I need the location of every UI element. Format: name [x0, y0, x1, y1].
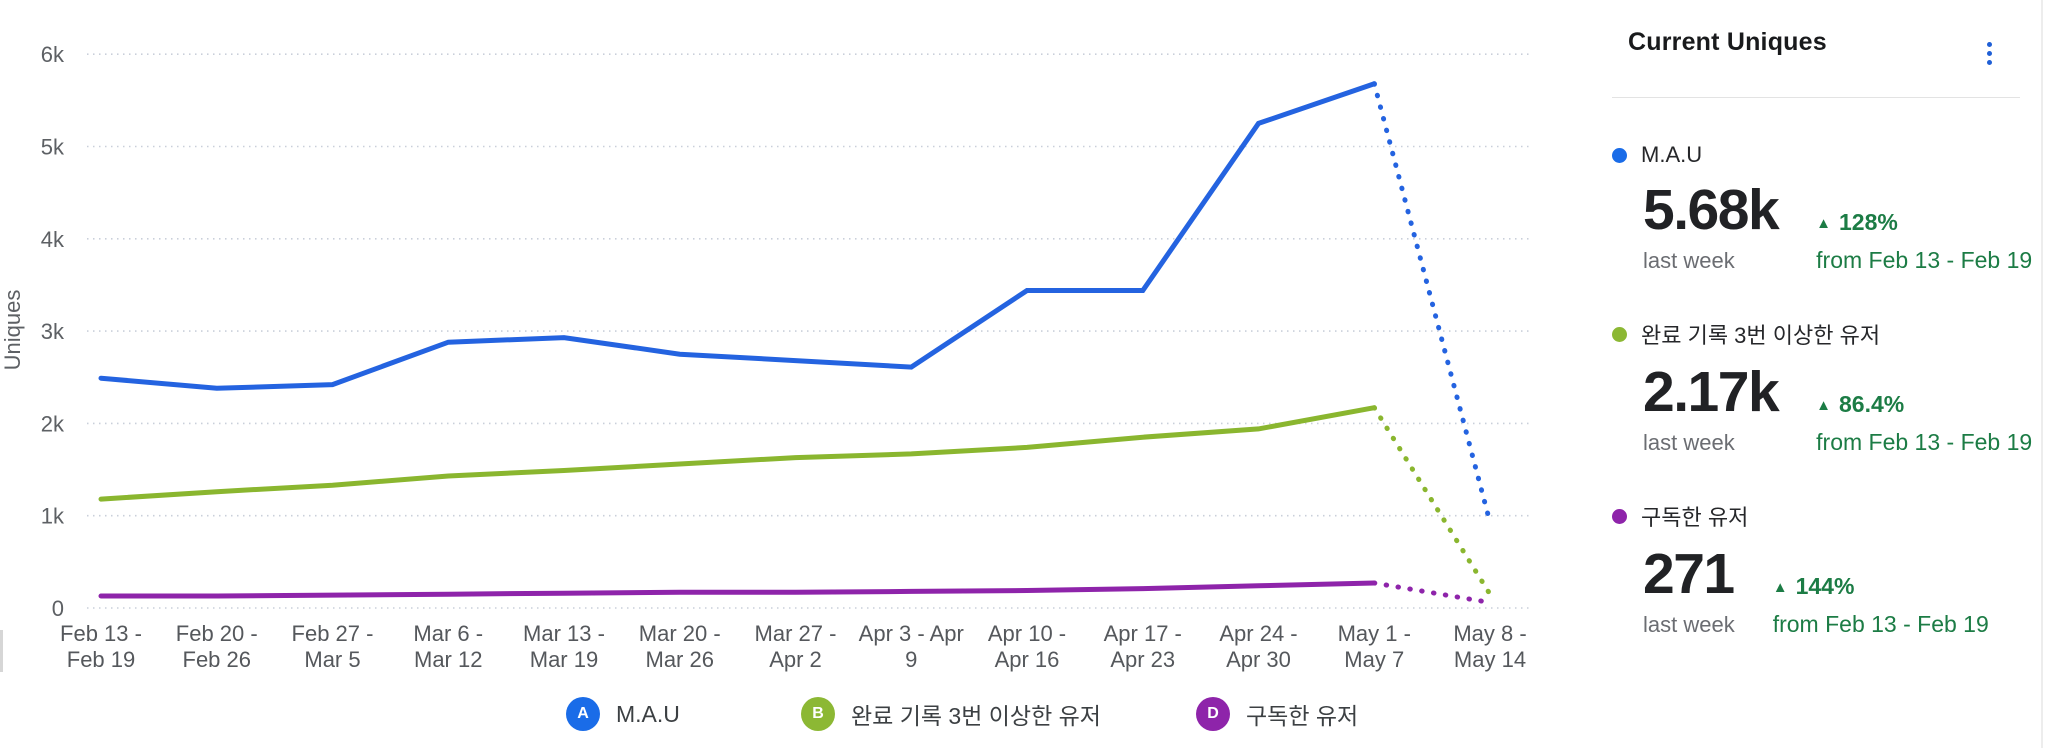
axis-edge-mark — [0, 630, 3, 672]
stat-label: M.A.U — [1641, 142, 1703, 167]
series-line-D-projected[interactable] — [1371, 580, 1493, 605]
stat-compare: from Feb 13 - Feb 19 — [1772, 611, 1989, 637]
series-line-A-projected[interactable] — [1371, 81, 1493, 525]
stat-change: ▲ 144% — [1773, 573, 1989, 600]
x-axis-tick: Apr 3 - Apr 9 — [859, 621, 964, 672]
legend-letter: A — [577, 705, 589, 722]
stat-change: ▲ 128% — [1816, 209, 2032, 236]
stat-change: ▲ 86.4% — [1816, 391, 2032, 418]
legend-marker-b-icon: B — [801, 697, 835, 731]
current-uniques-panel: Current Uniques M.A.U 5.68k last week ▲ 1… — [1612, 28, 2032, 638]
stat-block-completed-3plus: 완료 기록 3번 이상한 유저 2.17k last week ▲ 86.4% f… — [1612, 318, 2032, 456]
legend-label: M.A.U — [616, 700, 680, 727]
y-axis-tick: 4k — [41, 227, 65, 252]
x-axis-tick: Mar 6 -Mar 12 — [413, 621, 483, 672]
y-axis-tick: 1k — [41, 504, 65, 529]
stat-value: 2.17k — [1643, 360, 1780, 424]
x-axis-tick: Apr 24 -Apr 30 — [1219, 621, 1297, 672]
stat-change-value: 144% — [1795, 573, 1855, 599]
legend-label: 완료 기록 3번 이상한 유저 — [851, 703, 1101, 729]
x-axis-tick: Mar 27 -Apr 2 — [755, 621, 837, 672]
stat-value: 5.68k — [1643, 178, 1780, 242]
stat-period: last week — [1643, 248, 1735, 273]
trend-up-icon: ▲ — [1816, 215, 1831, 232]
x-axis-tick: May 8 -May 14 — [1453, 621, 1526, 672]
divider — [1612, 97, 2020, 98]
legend-label: 구독한 유저 — [1246, 703, 1359, 729]
y-axis-tick: 0 — [52, 596, 64, 621]
panel-title: Current Uniques — [1628, 28, 1827, 56]
stat-value: 271 — [1643, 542, 1735, 606]
legend-item-subscribed[interactable]: D 구독한 유저 — [1196, 697, 1358, 731]
legend-item-mau[interactable]: A M.A.U — [566, 697, 680, 731]
y-axis-label: Uniques — [0, 290, 25, 371]
stat-period: last week — [1643, 612, 1735, 637]
legend-marker-a-icon: A — [566, 697, 600, 731]
legend-item-completed-3plus[interactable]: B 완료 기록 3번 이상한 유저 — [801, 697, 1101, 731]
series-line-B-projected[interactable] — [1371, 405, 1493, 597]
y-axis-tick: 5k — [41, 135, 65, 160]
x-axis-tick: Mar 13 -Mar 19 — [523, 621, 605, 672]
line-chart[interactable]: 6k 5k 4k 3k 2k 1k 0 Uniques Feb 13 -Feb 19 Feb 20… — [0, 0, 1560, 748]
legend-letter: B — [812, 705, 824, 722]
stat-block-mau: M.A.U 5.68k last week ▲ 128% from Feb 13 … — [1612, 142, 2032, 274]
series-dot-icon — [1612, 508, 1627, 524]
stat-block-subscribed: 구독한 유저 271 last week ▲ 144% from Feb 13 -… — [1612, 500, 2022, 638]
x-axis-tick: Feb 27 -Mar 5 — [292, 621, 374, 672]
y-axis-tick: 6k — [41, 42, 65, 67]
y-axis-tick: 2k — [41, 411, 65, 436]
x-axis-tick: Feb 13 -Feb 19 — [60, 621, 142, 672]
legend-letter: D — [1207, 705, 1219, 722]
trend-up-icon: ▲ — [1816, 397, 1831, 414]
x-axis-tick: Apr 10 -Apr 16 — [988, 621, 1066, 672]
series-line-B[interactable] — [98, 405, 1377, 502]
x-axis-tick: May 1 -May 7 — [1338, 621, 1411, 672]
series-line-A[interactable] — [98, 81, 1377, 391]
container-edge-line — [2041, 0, 2043, 748]
legend-marker-d-icon: D — [1196, 697, 1230, 731]
stat-compare: from Feb 13 - Feb 19 — [1816, 429, 2033, 455]
stat-period: last week — [1643, 430, 1735, 455]
stat-label: 완료 기록 3번 이상한 유저 — [1641, 323, 1881, 348]
trend-up-icon: ▲ — [1772, 579, 1788, 596]
x-axis-tick: Feb 20 -Feb 26 — [176, 621, 258, 672]
series-dot-icon — [1612, 147, 1627, 163]
stat-compare: from Feb 13 - Feb 19 — [1816, 247, 2033, 273]
series-dot-icon — [1612, 326, 1627, 342]
series-line-D[interactable] — [98, 580, 1377, 599]
y-axis-tick: 3k — [41, 319, 65, 344]
panel-header: Current Uniques — [1612, 28, 2022, 71]
x-axis-tick: Mar 20 -Mar 26 — [639, 621, 721, 672]
kebab-menu-icon[interactable] — [1983, 36, 1996, 71]
stat-change-value: 128% — [1839, 209, 1898, 235]
stat-change-value: 86.4% — [1839, 391, 1905, 417]
stat-label: 구독한 유저 — [1641, 505, 1749, 530]
x-axis-tick: Apr 17 -Apr 23 — [1104, 621, 1182, 672]
